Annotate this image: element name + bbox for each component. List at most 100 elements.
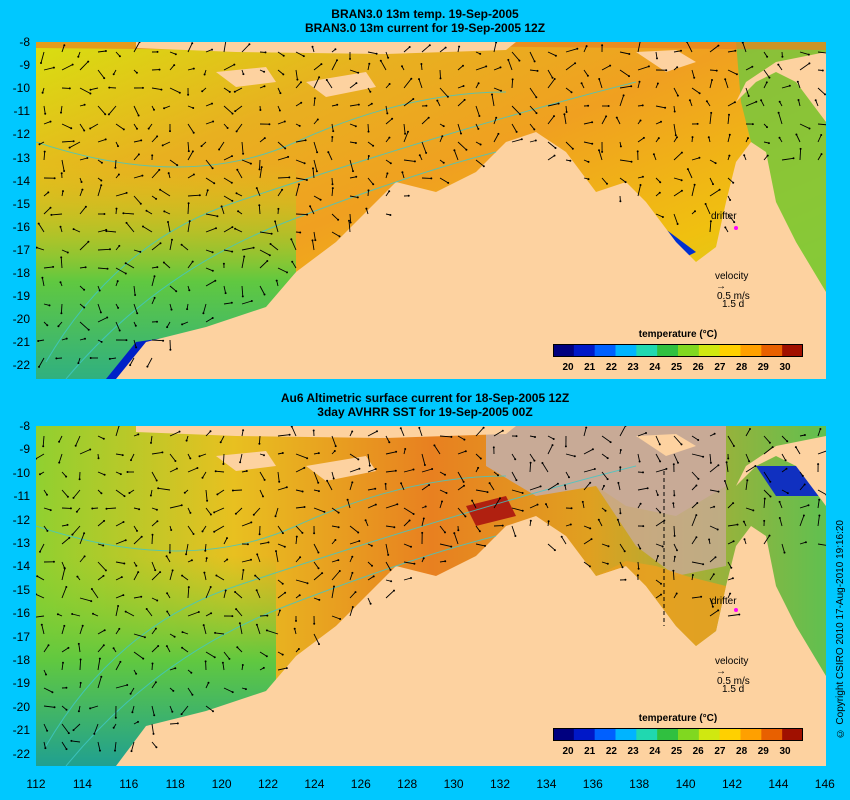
current-arrow-head — [712, 573, 715, 576]
current-arrow-head — [235, 130, 238, 133]
current-arrow-head — [450, 545, 453, 548]
current-arrow-head — [281, 188, 284, 191]
current-arrow-head — [511, 78, 514, 81]
current-arrow-head — [200, 145, 203, 148]
lon-tick: 114 — [72, 777, 92, 791]
current-arrow-head — [436, 99, 439, 102]
current-arrow — [637, 65, 650, 71]
current-arrow — [471, 500, 477, 509]
current-arrow-head — [190, 671, 193, 674]
current-arrow-head — [255, 187, 258, 190]
drifter-marker — [734, 226, 738, 230]
current-arrow — [817, 87, 826, 95]
current-arrow — [61, 45, 65, 53]
current-arrow-head — [278, 109, 281, 112]
current-arrow — [93, 723, 99, 735]
bottom-colorbar-gradient — [553, 728, 804, 741]
current-arrow-head — [313, 622, 316, 625]
current-arrow-head — [321, 572, 324, 575]
current-arrow — [760, 100, 765, 107]
current-arrow-head — [151, 154, 154, 157]
current-arrow-head — [519, 113, 522, 116]
top-lat-tick: -16 — [12, 219, 30, 234]
indonesian-islands — [136, 42, 516, 54]
current-arrow-head — [317, 481, 320, 484]
current-arrow-head — [126, 684, 129, 686]
current-arrow — [365, 520, 369, 527]
current-arrow-head — [186, 308, 189, 311]
current-arrow-head — [119, 473, 122, 476]
current-arrow — [385, 543, 389, 555]
current-arrow — [637, 184, 641, 197]
current-arrow-head — [371, 564, 373, 567]
current-arrow-head — [462, 480, 465, 483]
current-arrow — [151, 136, 158, 143]
current-arrow-head — [564, 484, 566, 487]
current-arrow — [133, 596, 142, 599]
current-arrow — [619, 426, 626, 437]
current-arrow — [475, 65, 487, 71]
current-arrow — [275, 507, 279, 517]
current-arrow-head — [114, 716, 117, 719]
current-arrow — [489, 482, 495, 491]
current-arrow — [125, 611, 135, 617]
current-arrow — [205, 507, 212, 515]
current-arrow — [215, 470, 225, 473]
current-arrow-head — [351, 555, 354, 558]
current-arrow-head — [71, 613, 74, 615]
current-arrow — [167, 221, 171, 233]
australia-mainland — [116, 516, 826, 766]
current-arrow-head — [425, 151, 428, 154]
current-arrow-head — [102, 544, 105, 547]
current-arrow-head — [89, 357, 92, 359]
current-arrow — [349, 123, 356, 127]
current-arrow-head — [751, 123, 754, 126]
current-arrow-head — [444, 560, 447, 563]
current-arrow-head — [213, 656, 216, 659]
current-arrow — [166, 555, 171, 563]
current-arrow — [151, 471, 158, 481]
bathymetry-contours — [36, 81, 637, 379]
current-arrow-head — [83, 555, 86, 558]
current-arrow — [277, 176, 290, 179]
current-arrow — [313, 633, 320, 645]
current-arrow — [745, 66, 753, 71]
current-arrow — [619, 543, 626, 552]
current-arrow-head — [564, 445, 567, 448]
current-arrow-head — [751, 65, 754, 68]
current-arrow-head — [168, 551, 171, 554]
current-arrow-head — [125, 339, 128, 342]
current-arrow — [691, 435, 699, 441]
current-arrow — [724, 79, 729, 89]
current-arrow-head — [158, 168, 161, 171]
bottom-lat-tick: -16 — [12, 606, 30, 621]
current-arrow-head — [515, 479, 518, 482]
current-arrow — [709, 221, 712, 233]
current-arrow-head — [529, 461, 532, 464]
current-arrow — [205, 317, 213, 323]
current-arrow-head — [676, 223, 679, 225]
current-arrow-head — [357, 531, 360, 534]
current-arrow — [507, 59, 513, 71]
current-arrow — [187, 43, 193, 53]
current-arrow — [97, 435, 104, 440]
current-arrow-head — [139, 250, 142, 253]
current-arrow — [69, 141, 81, 148]
current-arrow — [673, 50, 682, 53]
current-arrow-head — [46, 493, 48, 496]
current-arrow — [331, 586, 335, 599]
current-arrow — [97, 303, 102, 313]
current-arrow — [349, 540, 360, 545]
current-arrow-head — [226, 127, 229, 129]
current-arrow — [331, 615, 341, 620]
current-arrow-head — [178, 91, 181, 94]
current-arrow-head — [598, 78, 601, 80]
current-arrow — [691, 514, 697, 527]
current-arrow — [709, 556, 716, 563]
current-arrow-head — [140, 535, 143, 538]
current-arrow-head — [819, 428, 822, 430]
colorbar-swatch — [761, 728, 783, 741]
current-arrow — [241, 256, 245, 269]
current-arrow-head — [664, 106, 667, 109]
current-arrow-head — [351, 430, 354, 433]
